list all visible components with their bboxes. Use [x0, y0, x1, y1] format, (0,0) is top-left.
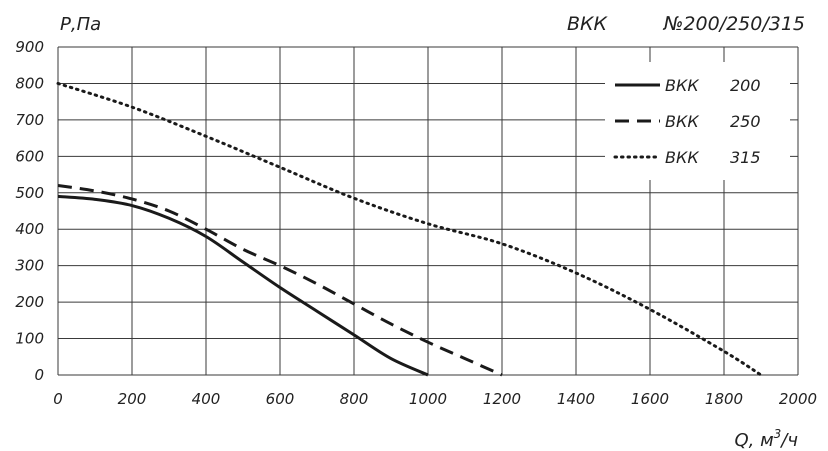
x-tick-label: 2000 [779, 390, 817, 408]
y-tick-label: 400 [15, 220, 44, 238]
x-tick-label: 1400 [557, 390, 595, 408]
y-tick-label: 200 [15, 293, 44, 311]
header-model: ВКК [567, 13, 609, 35]
header-sizes: №200/250/315 [663, 13, 805, 35]
y-tick-label: 300 [15, 257, 44, 275]
y-tick-label: 600 [15, 147, 44, 165]
y-tick-label: 500 [15, 184, 44, 202]
legend-model-label: ВКК [665, 112, 699, 131]
x-axis-title: Q, м3/ч [734, 427, 798, 451]
legend: ВКК 200 ВКК 250 ВКК 315 [605, 62, 790, 180]
x-tick-label: 400 [192, 390, 221, 408]
series-line-250 [57, 184, 503, 377]
legend-size-label: 250 [730, 112, 761, 131]
x-tick-label: 1800 [705, 390, 743, 408]
y-axis-title: Р,Па [60, 14, 101, 35]
legend-size-label: 315 [730, 148, 761, 167]
series-line-315 [56, 81, 763, 377]
x-tick-label: 0 [53, 390, 63, 408]
y-tick-label: 800 [15, 74, 44, 92]
x-tick-label: 200 [118, 390, 147, 408]
x-tick-label: 800 [340, 390, 369, 408]
x-tick-label: 600 [266, 390, 295, 408]
legend-background [605, 62, 790, 180]
x-tick-label: 1600 [631, 390, 669, 408]
y-tick-label: 900 [15, 38, 44, 56]
tick-labels: 0 200 400 600 800 1000 1200 1400 1600 1800 2000 0 10… [15, 38, 817, 408]
x-tick-label: 1000 [409, 390, 447, 408]
series-line-200 [57, 194, 429, 377]
legend-model-label: ВКК [665, 148, 699, 167]
y-tick-label: 100 [15, 330, 44, 348]
legend-size-label: 200 [730, 76, 761, 95]
y-tick-label: 0 [34, 366, 44, 384]
legend-model-label: ВКК [665, 76, 699, 95]
curves [56, 81, 763, 377]
y-tick-label: 700 [15, 111, 44, 129]
x-tick-label: 1200 [483, 390, 521, 408]
